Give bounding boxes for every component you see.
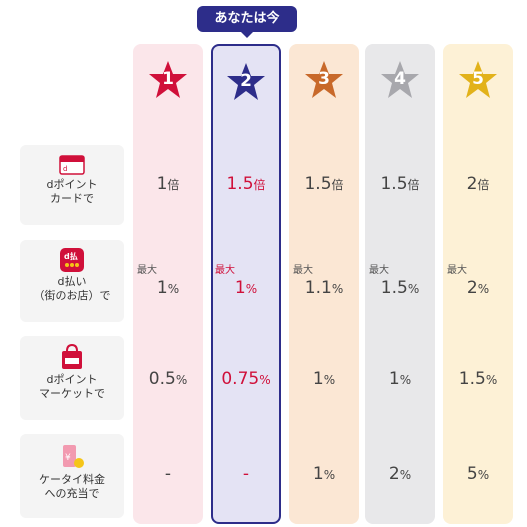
d-market-icon [62,344,82,369]
rank-number: 4 [394,69,406,89]
benefit-value: 1.5 [226,174,254,194]
benefit-unit: 倍 [331,178,344,192]
benefit-value: 1.5 [458,369,486,389]
current-rank-badge: あなたは今 [197,6,297,38]
benefit-value: 1 [312,369,324,389]
benefit-cell: - [211,464,281,484]
benefit-value: 2 [466,174,478,194]
rank-star-icon: 2 [226,62,266,102]
benefit-unit: % [477,468,490,482]
benefit-cell: 最大 1% [133,265,203,298]
max-label: 最大 [369,265,389,276]
rank-number: 5 [472,69,484,89]
rank-number: 3 [318,69,330,89]
max-label: 最大 [447,265,467,276]
benefit-cell: 1% [365,369,435,389]
benefit-unit: % [399,468,412,482]
rank-column-4: 4 [365,44,435,524]
benefit-unit: % [245,282,258,296]
svg-text:¥: ¥ [65,453,71,463]
row-label-text: dポイント カードで [46,178,98,205]
benefit-value: 1 [312,464,324,484]
rank-column-2: 2 [211,44,281,524]
rank-star-icon: 3 [304,60,344,100]
benefit-unit: 倍 [253,178,266,192]
benefit-cell: 最大 1.1% [289,265,359,298]
rank-number: 1 [162,69,174,89]
benefit-cell: 1.5% [443,369,513,389]
benefit-unit: % [477,282,490,296]
benefit-value: 5 [466,464,478,484]
benefit-cell: 0.75% [211,369,281,389]
benefit-unit: % [407,282,420,296]
benefit-cell: 2% [365,464,435,484]
row-label-text: d払い （街のお店）で [33,275,111,302]
benefit-value: 1 [156,278,168,298]
benefit-value: 1 [234,278,246,298]
benefit-cell: 最大 1% [211,265,281,298]
row-label-dcard: d dポイント カードで [20,145,124,225]
benefit-value: 0.5 [148,369,176,389]
benefit-value: 2 [388,464,400,484]
benefit-value: 1 [388,369,400,389]
benefit-value: 1.5 [380,174,408,194]
max-label: 最大 [137,265,157,276]
row-label-mobile-fee: ¥ ケータイ料金 への充当で [20,434,124,518]
rank-column-3: 3 [289,44,359,524]
row-label-dbarai: d払 d払い （街のお店）で [20,240,124,322]
benefit-value: 1.5 [304,174,332,194]
benefit-value: 1.5 [380,278,408,298]
max-label: 最大 [215,265,235,276]
benefit-unit: % [323,373,336,387]
svg-text:d払: d払 [64,251,78,261]
benefit-cell: 1.5倍 [211,174,281,194]
rank-star-icon: 5 [458,60,498,100]
benefit-unit: % [485,373,498,387]
benefit-unit: % [323,468,336,482]
benefit-cell: 5% [443,464,513,484]
benefit-unit: 倍 [407,178,420,192]
rank-star-icon: 1 [148,60,188,100]
benefit-value: - [242,464,250,484]
benefit-value: 1 [156,174,168,194]
benefit-cell: 1% [289,464,359,484]
rank-column-5: 5 [443,44,513,524]
rank-column-1: 1 [133,44,203,524]
rank-star-icon: 4 [380,60,420,100]
benefit-value: 0.75 [221,369,260,389]
benefit-unit: % [331,282,344,296]
benefit-cell: 最大 1.5% [365,265,435,298]
row-label-text: ケータイ料金 への充当で [39,473,105,500]
row-label-dmarket: dポイント マーケットで [20,336,124,420]
benefit-cell: 1.5倍 [289,174,359,194]
benefit-value: - [164,464,172,484]
row-label-text: dポイント マーケットで [39,373,105,400]
benefit-cell: - [133,464,203,484]
benefit-unit: % [167,282,180,296]
benefit-cell: 最大 2% [443,265,513,298]
benefit-cell: 1% [289,369,359,389]
benefit-unit: 倍 [167,178,180,192]
benefit-cell: 1倍 [133,174,203,194]
mobile-fee-icon: ¥ [63,445,84,468]
benefit-cell: 0.5% [133,369,203,389]
benefit-unit: % [175,373,188,387]
benefit-value: 1.1 [304,278,332,298]
benefit-unit: % [259,373,271,387]
d-barai-icon: d払 [60,248,84,272]
d-card-icon: d [59,155,85,175]
svg-text:d: d [63,165,67,173]
max-label: 最大 [293,265,313,276]
rank-number: 2 [240,71,252,91]
benefit-value: 2 [466,278,478,298]
benefit-unit: 倍 [477,178,490,192]
benefit-cell: 1.5倍 [365,174,435,194]
benefit-unit: % [399,373,412,387]
benefit-cell: 2倍 [443,174,513,194]
